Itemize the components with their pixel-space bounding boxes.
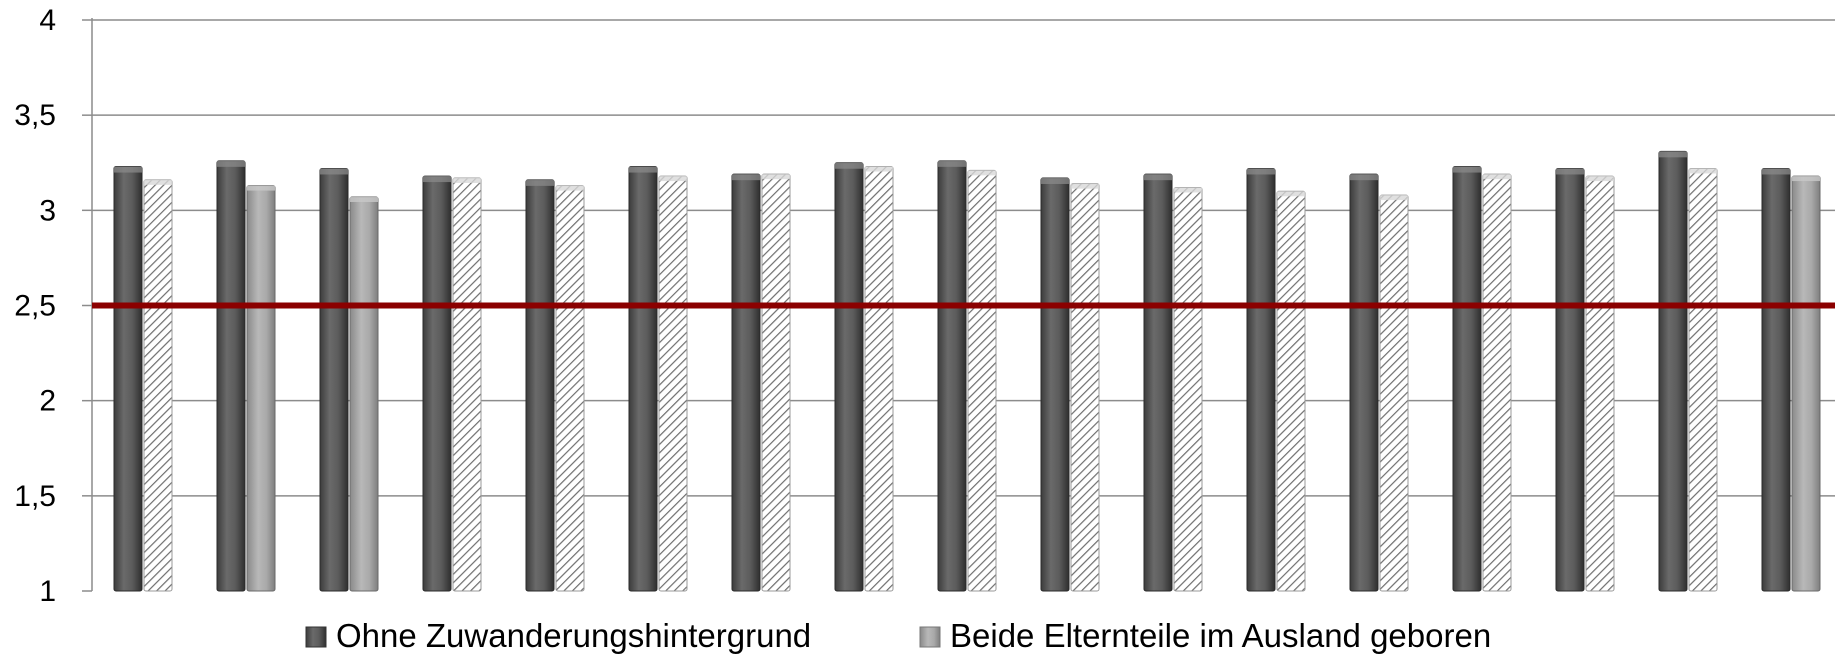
bar-series-1 — [864, 166, 894, 592]
bar-series-1-cap — [1277, 191, 1305, 197]
bars — [113, 150, 1821, 592]
legend: Ohne Zuwanderungshintergrund Beide Elter… — [305, 617, 1491, 654]
bar-series-1 — [1791, 175, 1821, 592]
bar-series-1 — [1482, 173, 1512, 592]
y-tick-label: 3,5 — [14, 99, 56, 132]
bar-series-0 — [937, 160, 967, 592]
bar-series-1-cap — [144, 179, 172, 185]
bar-series-1-cap — [865, 166, 893, 172]
bar-series-0 — [731, 173, 761, 592]
bar-series-1 — [349, 196, 379, 592]
legend-label-0: Ohne Zuwanderungshintergrund — [336, 617, 811, 654]
bar-series-0 — [1555, 167, 1585, 592]
bar-series-0-cap — [217, 160, 245, 167]
bar-series-1 — [761, 173, 791, 592]
bar-series-1-cap — [1792, 176, 1820, 182]
bar-series-0-cap — [1453, 166, 1481, 173]
bar-series-0-cap — [1350, 174, 1378, 181]
bar-series-1 — [143, 179, 173, 592]
bar-series-1 — [1173, 186, 1203, 592]
bar-series-1-cap — [968, 170, 996, 176]
y-tick-label: 1 — [39, 575, 56, 608]
bar-series-1-cap — [1586, 176, 1614, 182]
legend-swatch-1 — [919, 626, 941, 648]
y-tick-label: 1,5 — [14, 480, 56, 513]
bar-series-1 — [658, 175, 688, 592]
bar-series-0 — [1452, 166, 1482, 592]
bar-series-1 — [1070, 183, 1100, 592]
bar-series-0-cap — [835, 162, 863, 169]
bar-series-1-cap — [453, 177, 481, 183]
bar-series-0 — [1143, 173, 1173, 592]
bar-series-1-cap — [556, 185, 584, 191]
bar-series-0-cap — [526, 179, 554, 186]
bar-series-0-cap — [732, 174, 760, 181]
bar-series-1 — [1276, 190, 1306, 592]
bar-series-0-cap — [1659, 151, 1687, 158]
bar-series-0-cap — [320, 168, 348, 175]
y-tick-label: 3 — [39, 194, 56, 227]
bar-series-0 — [1761, 167, 1791, 592]
bar-series-1-cap — [1689, 168, 1717, 174]
bar-series-0 — [1658, 150, 1688, 592]
bar-series-0 — [1349, 173, 1379, 592]
legend-label-1: Beide Elternteile im Ausland geboren — [950, 617, 1491, 654]
bar-series-0-cap — [938, 160, 966, 167]
bar-series-0-cap — [1762, 168, 1790, 175]
bar-series-0 — [628, 166, 658, 592]
y-axis: 1 1,5 2 2,5 3 3,5 4 — [14, 4, 93, 608]
bar-series-1-cap — [1380, 195, 1408, 201]
bar-series-1 — [1688, 167, 1718, 592]
bar-series-0-cap — [1247, 168, 1275, 175]
bar-series-0 — [422, 175, 452, 592]
bar-series-1 — [555, 185, 585, 592]
bar-series-1 — [967, 169, 997, 592]
bar-series-1 — [1379, 194, 1409, 592]
y-tick-label: 2 — [39, 385, 56, 418]
bar-series-0 — [834, 162, 864, 592]
bar-series-0 — [319, 167, 349, 592]
bar-series-0-cap — [114, 166, 142, 173]
bar-series-1-cap — [1174, 187, 1202, 193]
bar-series-0-cap — [1556, 168, 1584, 175]
bar-series-0 — [216, 160, 246, 592]
legend-swatch-0 — [305, 626, 327, 648]
y-tick-label: 2,5 — [14, 290, 56, 323]
bar-series-1-cap — [762, 174, 790, 180]
bar-series-0-cap — [1041, 177, 1069, 184]
bar-series-1-cap — [247, 185, 275, 191]
bar-series-1-cap — [1483, 174, 1511, 180]
legend-item-0: Ohne Zuwanderungshintergrund — [305, 617, 811, 654]
bar-series-1-cap — [350, 197, 378, 203]
bar-series-0-cap — [629, 166, 657, 173]
bar-series-1 — [452, 177, 482, 592]
legend-item-1: Beide Elternteile im Ausland geboren — [919, 617, 1491, 654]
bar-series-0-cap — [1144, 174, 1172, 181]
bar-series-0 — [1040, 177, 1070, 592]
bar-series-0 — [1246, 167, 1276, 592]
bar-series-0 — [113, 166, 143, 592]
bar-series-1 — [1585, 175, 1615, 592]
bar-series-0-cap — [423, 176, 451, 183]
bar-series-0 — [525, 179, 555, 592]
bar-series-1 — [246, 185, 276, 592]
bar-series-1-cap — [659, 176, 687, 182]
bar-series-1-cap — [1071, 183, 1099, 189]
y-tick-label: 4 — [39, 4, 56, 37]
